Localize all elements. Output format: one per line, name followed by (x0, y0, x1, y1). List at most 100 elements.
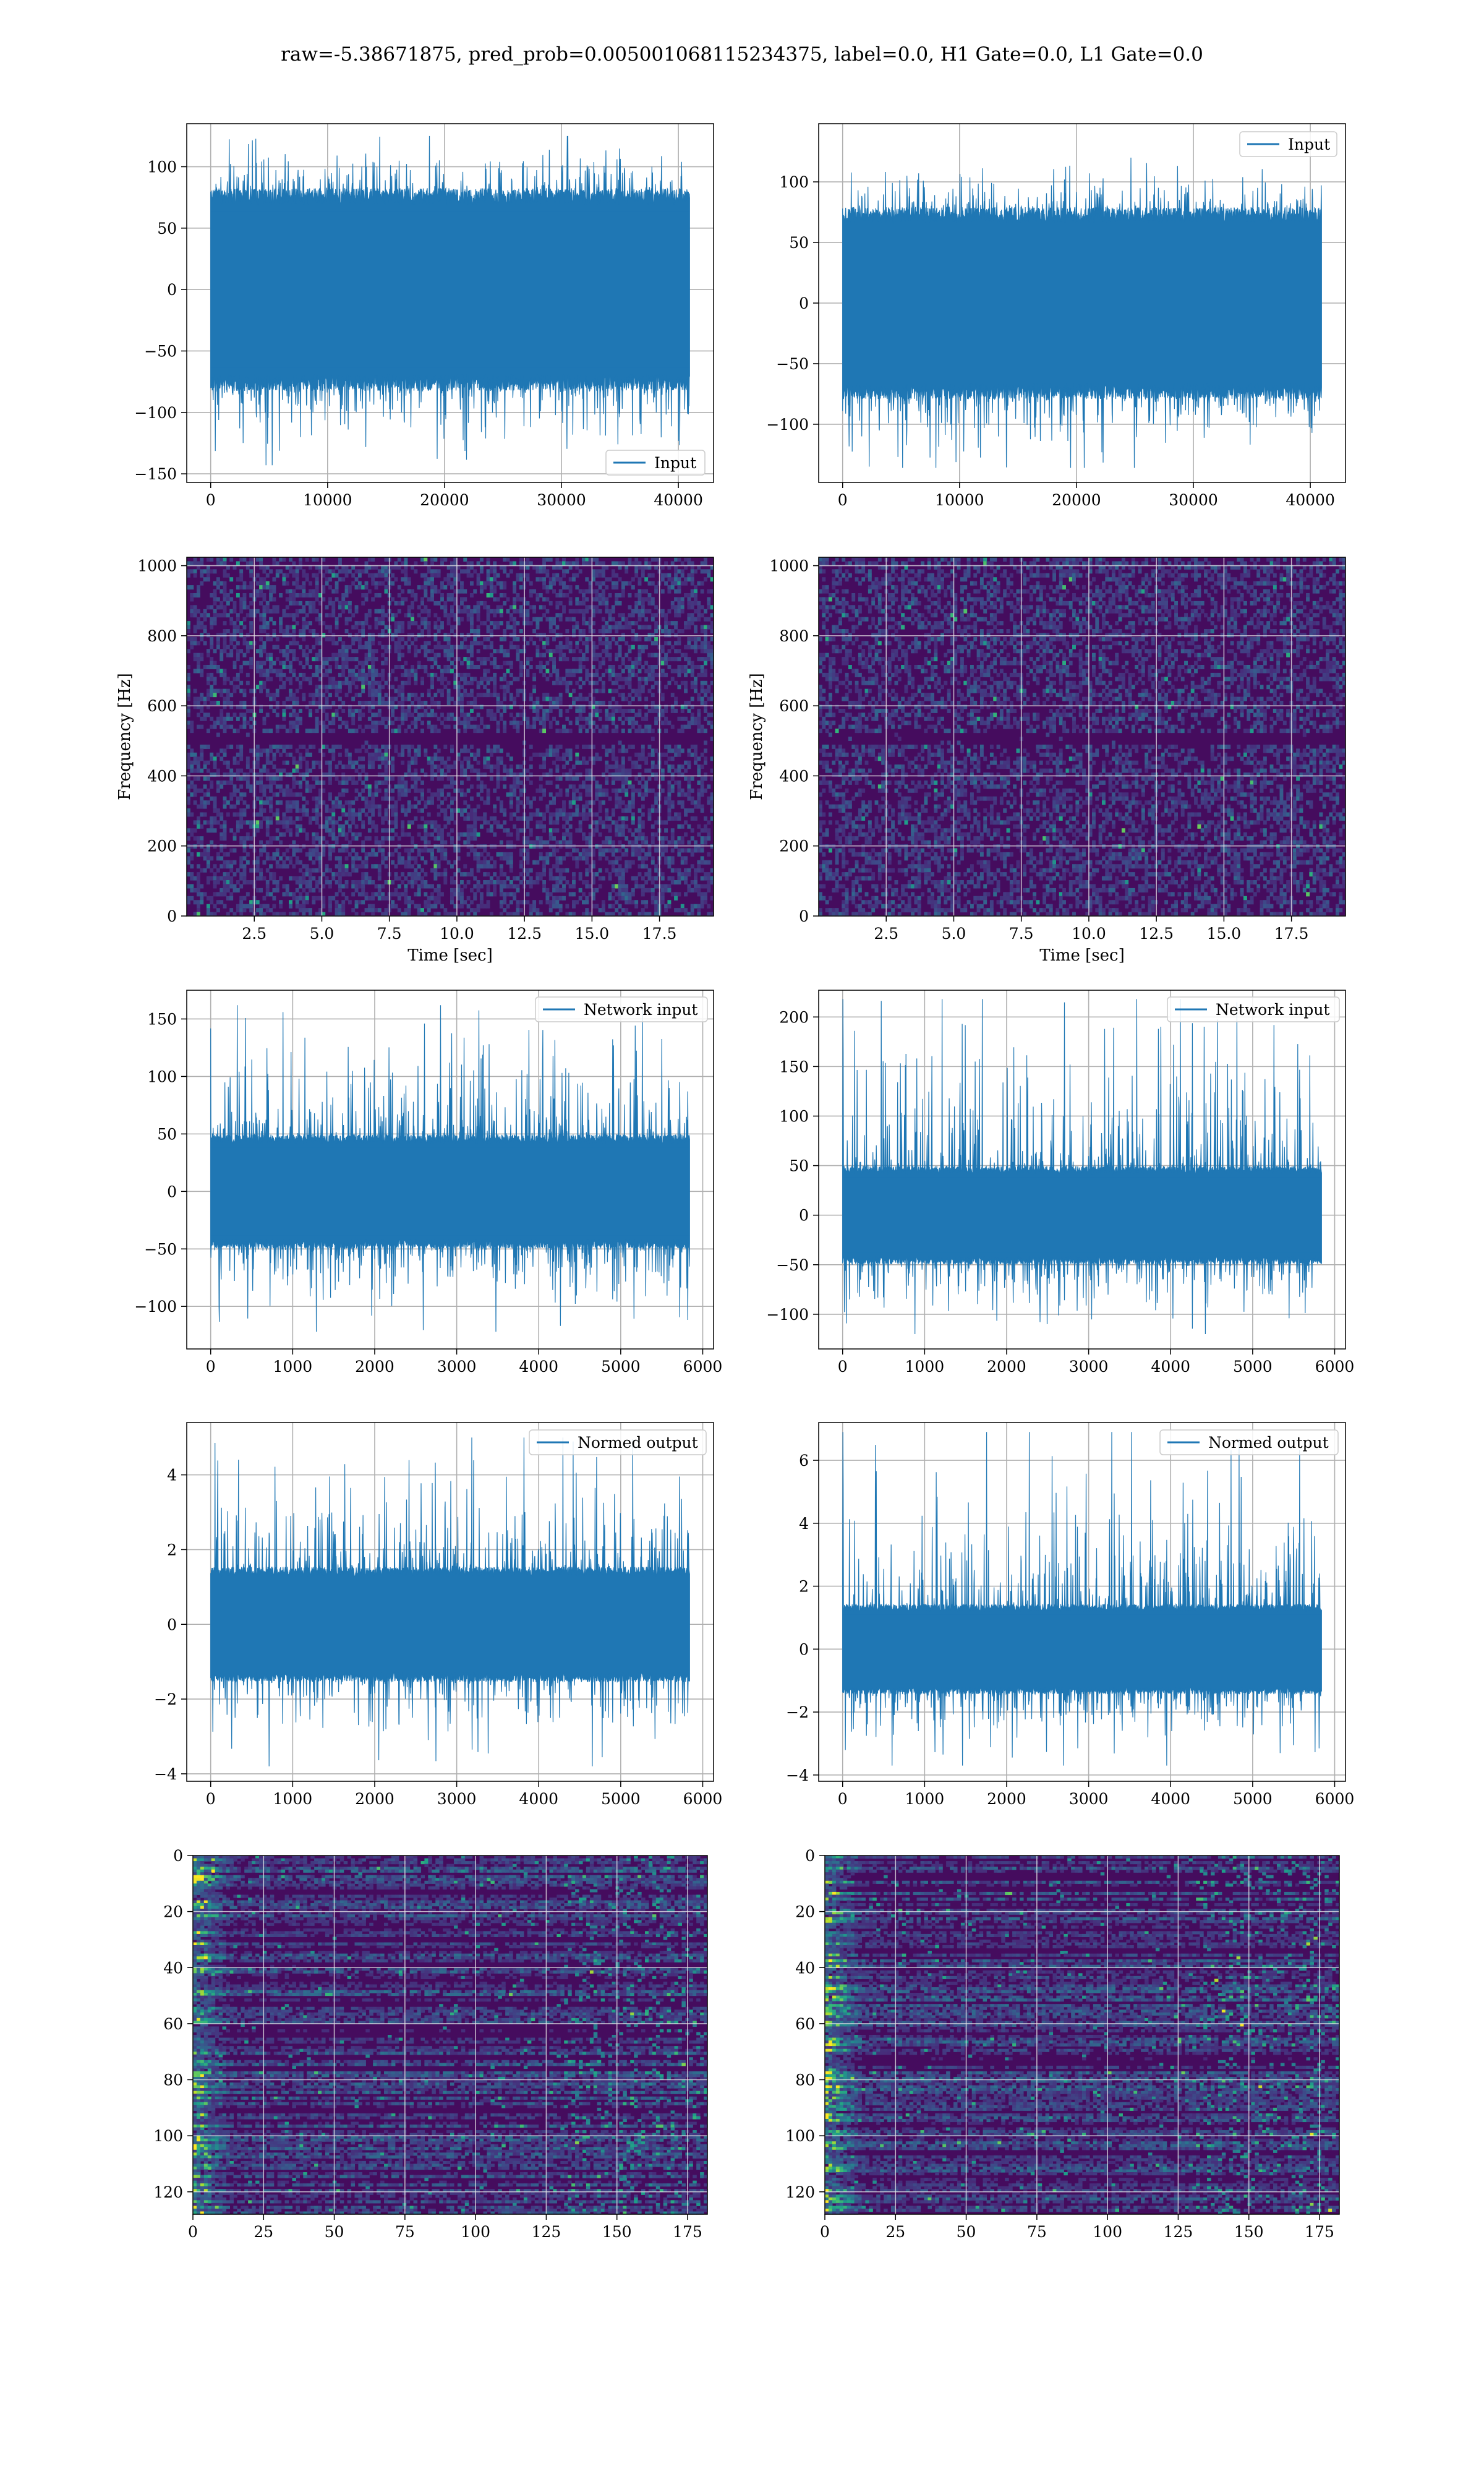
heatmap-cell (355, 621, 359, 625)
heatmap-cell (532, 753, 536, 757)
heatmap-cell (427, 613, 431, 617)
heatmap-cell (549, 816, 553, 821)
heatmap-cell (220, 605, 223, 609)
heatmap-cell (674, 748, 678, 753)
heatmap-cell (500, 713, 503, 717)
heatmap-cell (704, 689, 707, 693)
heatmap-cell (341, 653, 345, 657)
heatmap-cell (595, 581, 599, 586)
heatmap-cell (572, 812, 576, 816)
heatmap-cell (229, 577, 233, 581)
heatmap-cell (628, 677, 632, 681)
heatmap-cell (216, 561, 220, 565)
heatmap-cell (599, 561, 602, 565)
heatmap-cell (638, 789, 642, 793)
heatmap-cell (654, 820, 658, 824)
heatmap-cell (266, 820, 270, 824)
heatmap-cell (216, 597, 220, 601)
heatmap-cell (394, 824, 398, 829)
heatmap-cell (331, 833, 335, 837)
heatmap-cell (292, 713, 296, 717)
heatmap-cell (694, 677, 697, 681)
heatmap-cell (565, 717, 569, 721)
heatmap-cell (365, 653, 369, 657)
heatmap-cell (249, 601, 253, 606)
heatmap-cell (414, 709, 417, 713)
heatmap-cell (335, 776, 339, 781)
heatmap-cell (233, 689, 237, 693)
heatmap-cell (704, 617, 707, 622)
heatmap-cell (375, 573, 378, 578)
heatmap-cell (579, 685, 582, 689)
heatmap-cell (526, 617, 529, 622)
heatmap-cell (391, 808, 394, 813)
heatmap-cell (473, 697, 477, 701)
heatmap-cell (358, 585, 362, 589)
heatmap-cell (279, 753, 283, 757)
heatmap-cell (487, 756, 490, 761)
heatmap-cell (602, 789, 605, 793)
heatmap-cell (526, 621, 529, 625)
heatmap-cell (621, 828, 625, 833)
heatmap-cell (233, 665, 237, 669)
heatmap-cell (391, 617, 394, 622)
heatmap-cell (381, 629, 385, 633)
heatmap-cell (483, 673, 487, 677)
heatmap-cell (552, 669, 556, 673)
heatmap-cell (256, 764, 260, 769)
heatmap-cell (302, 589, 305, 594)
heatmap-cell (411, 784, 414, 789)
heatmap-cell (585, 577, 589, 581)
heatmap-cell (220, 557, 223, 562)
heatmap-cell (361, 669, 365, 673)
heatmap-cell (664, 617, 668, 622)
heatmap-cell (229, 769, 233, 773)
heatmap-cell (467, 613, 471, 617)
heatmap-cell (187, 685, 190, 689)
heatmap-cell (704, 776, 707, 781)
heatmap-cell (687, 621, 691, 625)
heatmap-cell (348, 681, 352, 685)
heatmap-cell (249, 709, 253, 713)
heatmap-cell (368, 649, 372, 653)
heatmap-cell (684, 669, 688, 673)
heatmap-cell (539, 717, 543, 721)
heatmap-cell (282, 816, 286, 821)
heatmap-cell (582, 808, 586, 813)
heatmap-cell (447, 693, 451, 697)
heatmap-cell (671, 748, 675, 753)
heatmap-cell (599, 820, 602, 824)
heatmap-cell (223, 717, 227, 721)
heatmap-cell (427, 721, 431, 725)
heatmap-cell (433, 621, 437, 625)
heatmap-cell (631, 820, 635, 824)
heatmap-cell (631, 561, 635, 565)
heatmap-cell (200, 573, 203, 578)
heatmap-cell (361, 820, 365, 824)
heatmap-cell (701, 569, 704, 573)
heatmap-cell (490, 693, 493, 697)
heatmap-cell (516, 797, 520, 801)
heatmap-cell (638, 709, 642, 713)
heatmap-cell (194, 689, 197, 693)
heatmap-cell (562, 609, 566, 614)
heatmap-cell (697, 609, 701, 614)
heatmap-cell (289, 689, 292, 693)
heatmap-cell (677, 781, 681, 785)
heatmap-cell (259, 669, 263, 673)
heatmap-cell (687, 657, 691, 661)
heatmap-cell (487, 569, 490, 573)
heatmap-cell (414, 789, 417, 793)
heatmap-cell (433, 701, 437, 705)
heatmap-cell (612, 776, 615, 781)
heatmap-cell (552, 661, 556, 666)
heatmap-cell (414, 681, 417, 685)
heatmap-cell (575, 753, 579, 757)
heatmap-cell (490, 816, 493, 821)
heatmap-cell (312, 784, 315, 789)
heatmap-cell (266, 585, 270, 589)
heatmap-cell (615, 701, 618, 705)
heatmap-cell (500, 581, 503, 586)
heatmap-cell (398, 797, 401, 801)
heatmap-cell (226, 597, 230, 601)
